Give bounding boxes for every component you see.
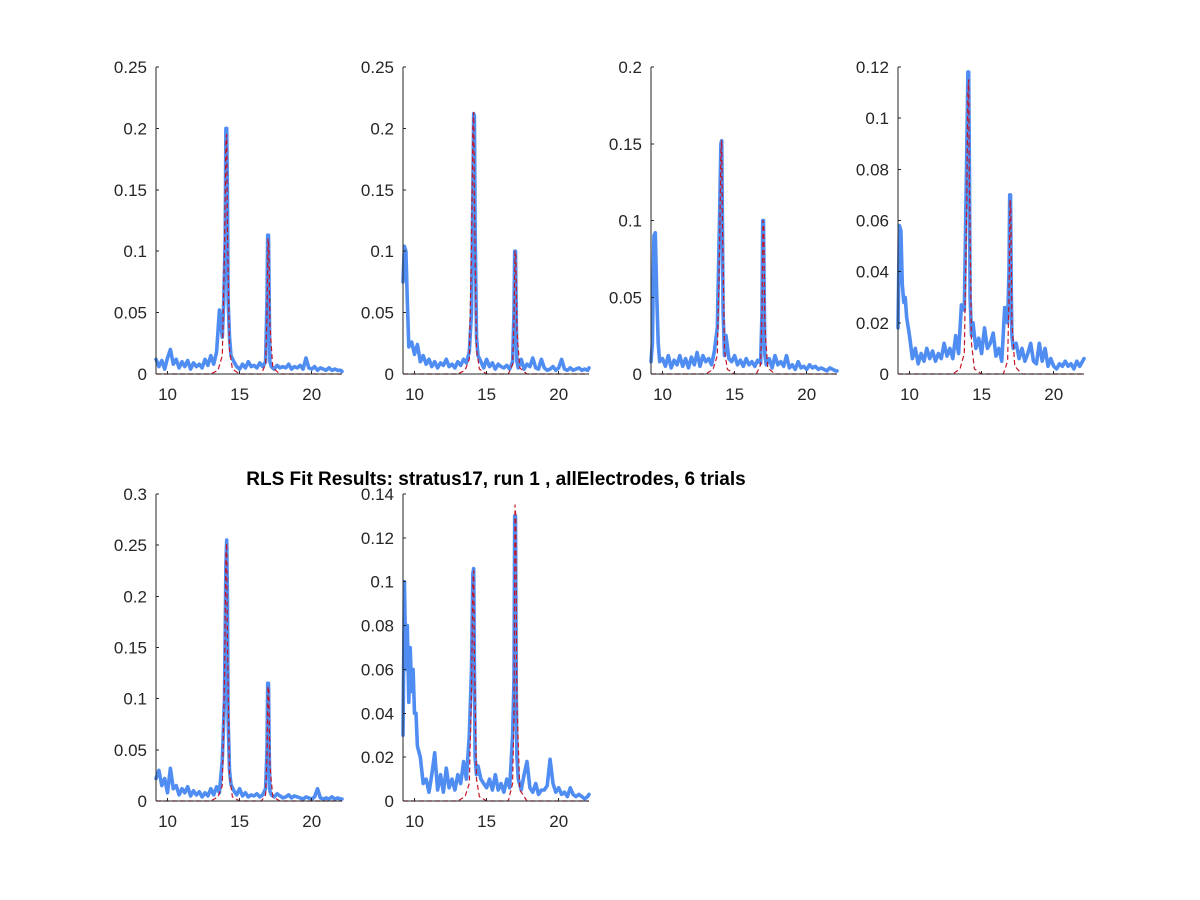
y-tick-label: 0.1 bbox=[123, 690, 147, 709]
y-tick-label: 0.2 bbox=[370, 119, 394, 138]
figure-title: RLS Fit Results: stratus17, run 1 , allE… bbox=[246, 469, 745, 490]
x-tick-label: 20 bbox=[1044, 385, 1063, 404]
y-tick-label: 0.15 bbox=[361, 181, 394, 200]
signal-line bbox=[154, 538, 344, 801]
y-tick-label: 0.08 bbox=[856, 160, 889, 179]
y-tick-label: 0.04 bbox=[856, 263, 889, 282]
x-tick-label: 20 bbox=[302, 812, 321, 831]
y-tick-label: 0.2 bbox=[123, 119, 147, 138]
y-tick-label: 0.1 bbox=[370, 242, 394, 261]
subplot-5: 0 0.05 0.1 0.15 0.2 0.25 0.3 10 15 20 bbox=[114, 485, 344, 831]
y-tick-label: 0.05 bbox=[609, 288, 642, 307]
y-tick-label: 0.25 bbox=[114, 58, 147, 77]
fit-line-dashed bbox=[403, 111, 589, 375]
signal-line bbox=[154, 126, 344, 374]
x-tick-label: 15 bbox=[477, 812, 496, 831]
y-tick-label: 0.25 bbox=[361, 58, 394, 77]
x-tick-label: 15 bbox=[230, 385, 249, 404]
y-tick-label: 0.15 bbox=[114, 639, 147, 658]
y-tick-label: 0 bbox=[138, 365, 147, 384]
y-tick-label: 0.25 bbox=[114, 536, 147, 555]
signal-line bbox=[896, 70, 1086, 371]
x-tick-label: 20 bbox=[549, 812, 568, 831]
fit-line-dashed bbox=[156, 133, 342, 375]
y-tick-label: 0.06 bbox=[361, 660, 394, 679]
y-tick-label: 0.05 bbox=[114, 741, 147, 760]
y-tick-label: 0.15 bbox=[609, 135, 642, 154]
x-tick-label: 10 bbox=[405, 385, 424, 404]
fit-line-dashed bbox=[156, 542, 342, 802]
x-tick-label: 15 bbox=[725, 385, 744, 404]
y-tick-label: 0.1 bbox=[865, 109, 889, 128]
y-tick-label: 0.12 bbox=[856, 58, 889, 77]
y-tick-label: 0.15 bbox=[114, 181, 147, 200]
subplot-6: 0 0.02 0.04 0.06 0.08 0.1 0.12 0.14 10 15 20 bbox=[361, 485, 591, 831]
x-tick-label: 20 bbox=[302, 385, 321, 404]
y-tick-label: 0.2 bbox=[618, 58, 642, 77]
x-tick-label: 15 bbox=[230, 812, 249, 831]
y-tick-label: 0 bbox=[138, 792, 147, 811]
y-tick-label: 0.02 bbox=[361, 748, 394, 767]
signal-line bbox=[401, 514, 591, 801]
subplot-2: 0 0.05 0.1 0.15 0.2 0.25 10 15 20 bbox=[361, 58, 591, 404]
y-tick-label: 0 bbox=[385, 792, 394, 811]
subplot-3: 0 0.05 0.1 0.15 0.2 10 15 20 bbox=[609, 58, 839, 404]
x-tick-label: 20 bbox=[549, 385, 568, 404]
y-tick-label: 0.2 bbox=[123, 587, 147, 606]
y-tick-label: 0.3 bbox=[123, 485, 147, 504]
signal-line bbox=[401, 111, 591, 373]
x-tick-label: 10 bbox=[158, 385, 177, 404]
x-tick-label: 20 bbox=[797, 385, 816, 404]
x-tick-label: 10 bbox=[653, 385, 672, 404]
subplot-4: 0 0.02 0.04 0.06 0.08 0.1 0.12 10 15 20 bbox=[856, 58, 1086, 404]
y-tick-label: 0.1 bbox=[618, 212, 642, 231]
x-tick-label: 10 bbox=[158, 812, 177, 831]
y-tick-label: 0.04 bbox=[361, 704, 394, 723]
x-tick-label: 10 bbox=[900, 385, 919, 404]
y-tick-label: 0.1 bbox=[123, 242, 147, 261]
x-tick-label: 15 bbox=[477, 385, 496, 404]
y-tick-label: 0.08 bbox=[361, 617, 394, 636]
y-tick-label: 0.02 bbox=[856, 314, 889, 333]
y-tick-label: 0 bbox=[880, 365, 889, 384]
y-tick-label: 0.14 bbox=[361, 485, 394, 504]
x-tick-label: 10 bbox=[405, 812, 424, 831]
y-tick-label: 0.12 bbox=[361, 529, 394, 548]
y-tick-label: 0 bbox=[633, 365, 642, 384]
y-tick-label: 0.06 bbox=[856, 212, 889, 231]
x-tick-label: 15 bbox=[972, 385, 991, 404]
fit-line-dashed bbox=[403, 504, 589, 802]
signal-line bbox=[649, 138, 839, 373]
y-tick-label: 0.1 bbox=[370, 573, 394, 592]
y-tick-label: 0.05 bbox=[114, 304, 147, 323]
y-tick-label: 0 bbox=[385, 365, 394, 384]
subplot-1: 0 0.05 0.1 0.15 0.2 0.25 10 15 20 bbox=[114, 58, 344, 404]
y-tick-label: 0.05 bbox=[361, 304, 394, 323]
